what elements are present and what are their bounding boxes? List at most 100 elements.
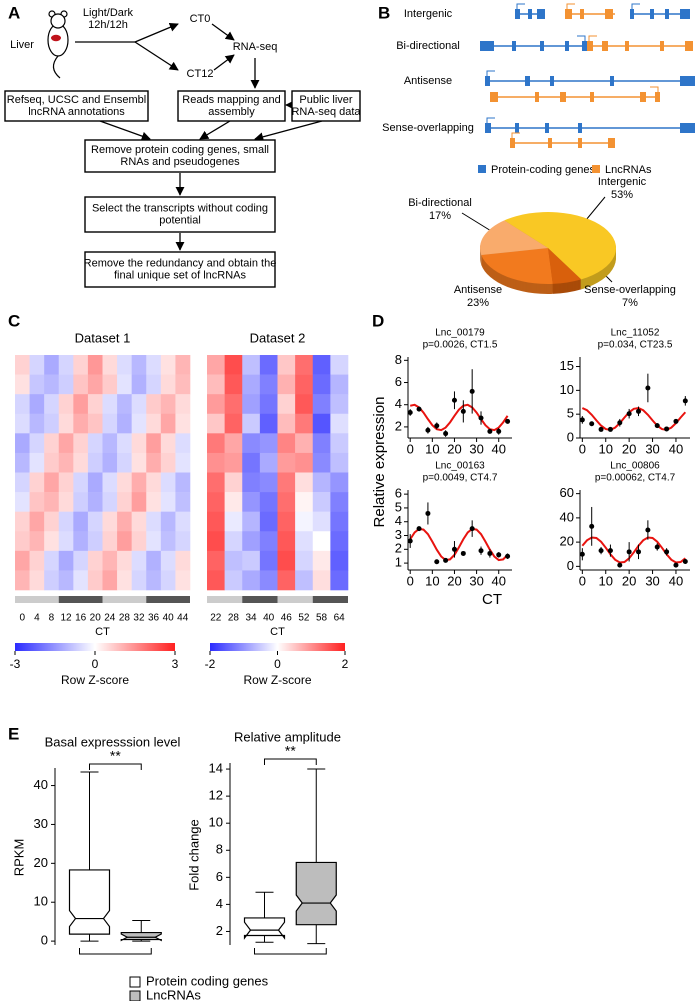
x-tick-label: 20 — [622, 441, 636, 456]
tss-arrow — [486, 117, 495, 123]
y-tick-label: 5 — [395, 499, 402, 514]
heatmap-cell — [312, 472, 331, 493]
heatmap-cell — [242, 413, 261, 434]
chart-title: Relative amplitude — [234, 729, 341, 744]
heatmap-cell — [224, 413, 243, 434]
gene-exon — [665, 9, 669, 19]
data-point — [496, 428, 502, 434]
flow-box — [84, 196, 276, 233]
heatmap-cell — [146, 394, 162, 415]
legend-text: Protein coding genes — [146, 973, 269, 988]
legend-swatch — [478, 165, 486, 173]
heatmap-cell — [242, 511, 261, 532]
heatmap-cell — [224, 374, 243, 395]
heatmap-cell — [117, 355, 132, 375]
gene-exon — [650, 9, 654, 19]
x-tick-label: 40 — [491, 441, 505, 456]
heatmap-cell — [146, 570, 162, 591]
heatmap-cell — [44, 472, 60, 493]
x-tick-label: 30 — [469, 441, 483, 456]
heatmap-cell — [312, 531, 331, 552]
heatmap-cell — [330, 452, 349, 473]
heatmap-cell — [29, 492, 45, 512]
x-tick-label: 44 — [177, 613, 189, 624]
gene-exon — [535, 92, 539, 102]
heatmap-cell — [87, 531, 103, 552]
data-point — [434, 559, 440, 565]
y-tick-label: 4 — [216, 896, 223, 911]
panel-label: C — [8, 311, 20, 330]
data-point — [505, 418, 511, 424]
heatmap-cell — [160, 550, 176, 571]
data-point — [425, 427, 431, 433]
tss-arrow — [486, 70, 495, 76]
heatmap-cell — [330, 531, 349, 552]
heatmap-cell — [29, 452, 45, 473]
chart-title: Basal expresssion level — [45, 734, 181, 749]
heatmap-cell — [15, 452, 30, 473]
data-point — [460, 550, 466, 556]
heatmap-cell — [259, 355, 278, 375]
heatmap-cell — [58, 531, 74, 552]
chart-title: Lnc_00179 — [435, 328, 485, 339]
heatmap-cell — [44, 511, 60, 532]
heatmap-cell — [242, 394, 261, 415]
heatmap-cell — [330, 511, 349, 532]
heatmap-cell — [312, 492, 331, 512]
heatmap-cell — [102, 355, 118, 375]
flow-node-text: RNAs and pseudogenes — [120, 156, 240, 168]
heatmap-cell — [312, 550, 331, 571]
heatmap-cell — [29, 433, 45, 454]
gene-exon — [640, 92, 646, 102]
heatmap-cell — [131, 570, 147, 591]
pie-slice — [504, 212, 616, 280]
flow-node-text: Public liver — [299, 94, 353, 106]
heatmap-cell — [146, 413, 162, 434]
x-tick-label: 64 — [334, 613, 346, 624]
heatmap-cell — [295, 355, 314, 375]
heatmap-cell — [131, 492, 147, 512]
colorbar-tick-label: -3 — [10, 657, 21, 671]
heatmap-cell — [160, 570, 176, 591]
heatmap-cell — [330, 472, 349, 493]
heatmap-cell — [242, 355, 261, 375]
data-point — [664, 426, 670, 432]
x-tick-label: 0 — [407, 441, 414, 456]
gene-row-label: Sense-overlapping — [382, 122, 474, 134]
gene-row-label: Bi-directional — [396, 40, 460, 52]
light-dark-bar — [102, 596, 147, 603]
colorbar-tick-label: 3 — [172, 657, 179, 671]
legend-swatch — [129, 990, 141, 1001]
heatmap-cell — [224, 550, 243, 571]
x-tick-label: 30 — [469, 573, 483, 588]
flow-node-text: lncRNA annotations — [28, 106, 125, 118]
heatmap-cell — [295, 472, 314, 493]
heatmap-cell — [117, 511, 132, 532]
box — [295, 861, 337, 926]
data-point — [654, 423, 660, 429]
colorbar-label: Row Z-score — [243, 673, 311, 687]
legend-swatch — [592, 165, 600, 173]
heatmap-cell — [73, 550, 89, 571]
x-tick-label: 20 — [447, 573, 461, 588]
heatmap-cell — [175, 355, 191, 375]
heatmap-cell — [160, 511, 176, 532]
data-point — [589, 421, 595, 427]
heatmap-cell — [242, 550, 261, 571]
heatmap-cell — [44, 413, 60, 434]
data-point — [407, 409, 413, 415]
heatmap-cell — [58, 492, 74, 512]
heatmap-cell — [102, 374, 118, 395]
heatmap-cell — [15, 531, 30, 552]
data-point — [579, 417, 585, 423]
flow-box — [4, 90, 149, 122]
heatmap-cell — [330, 394, 349, 415]
heatmap-cell — [87, 550, 103, 571]
heatmap-cell — [29, 394, 45, 415]
significance-bracket — [264, 758, 317, 765]
significance-bracket — [89, 763, 142, 770]
gene-exon — [565, 41, 569, 51]
heatmap-cell — [295, 550, 314, 571]
light-dark-bar — [277, 596, 313, 603]
